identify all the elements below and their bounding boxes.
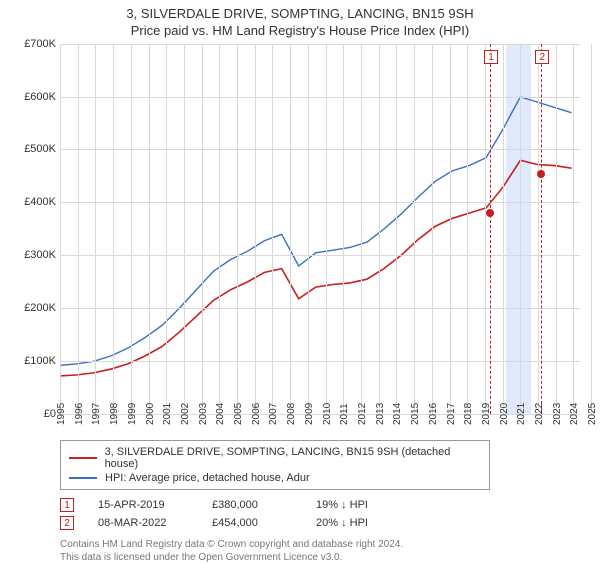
y-axis-tick: £600K: [10, 91, 56, 103]
title-subtitle: Price paid vs. HM Land Registry's House …: [10, 23, 590, 40]
transaction-point: [486, 209, 494, 217]
x-axis-tick: 2019: [481, 403, 492, 425]
table-row: 1 15-APR-2019 £380,000 19% ↓ HPI: [60, 496, 590, 514]
x-axis-tick: 2013: [375, 403, 386, 425]
legend-item-hpi: HPI: Average price, detached house, Adur: [69, 471, 481, 485]
tx-price: £380,000: [212, 499, 292, 511]
x-axis-tick: 2002: [180, 403, 191, 425]
title-address: 3, SILVERDALE DRIVE, SOMPTING, LANCING, …: [10, 6, 590, 23]
y-axis-tick: £0: [10, 408, 56, 420]
tx-date: 08-MAR-2022: [98, 517, 188, 529]
x-axis-tick: 2012: [357, 403, 368, 425]
legend-label: HPI: Average price, detached house, Adur: [105, 472, 310, 484]
legend-label: 3, SILVERDALE DRIVE, SOMPTING, LANCING, …: [105, 446, 481, 470]
x-axis-tick: 1997: [91, 403, 102, 425]
x-axis-tick: 2007: [268, 403, 279, 425]
y-axis-tick: £500K: [10, 143, 56, 155]
x-axis-tick: 2015: [410, 403, 421, 425]
series-hpi: [60, 97, 571, 366]
x-axis-tick: 2016: [428, 403, 439, 425]
tx-price: £454,000: [212, 517, 292, 529]
x-axis-tick: 2011: [339, 403, 350, 425]
x-axis-tick: 2025: [587, 403, 598, 425]
chart: 12 £0£100K£200K£300K£400K£500K£600K£700K…: [10, 44, 590, 434]
x-axis-tick: 2001: [162, 403, 173, 425]
x-axis-tick: 2024: [569, 403, 580, 425]
table-row: 2 08-MAR-2022 £454,000 20% ↓ HPI: [60, 514, 590, 532]
legend: 3, SILVERDALE DRIVE, SOMPTING, LANCING, …: [60, 440, 490, 490]
x-axis-tick: 2000: [145, 403, 156, 425]
x-axis-tick: 2003: [198, 403, 209, 425]
legend-item-price-paid: 3, SILVERDALE DRIVE, SOMPTING, LANCING, …: [69, 445, 481, 471]
x-axis-tick: 2023: [552, 403, 563, 425]
x-axis-tick: 2014: [392, 403, 403, 425]
legend-swatch: [69, 457, 97, 459]
x-axis-tick: 2018: [463, 403, 474, 425]
x-axis-tick: 1995: [56, 403, 67, 425]
tx-delta: 19% ↓ HPI: [316, 499, 406, 511]
vertical-marker: 1: [490, 44, 491, 414]
x-axis-tick: 2022: [534, 403, 545, 425]
x-axis-tick: 2005: [233, 403, 244, 425]
marker-label-box: 1: [484, 50, 498, 64]
series-price_paid: [60, 160, 571, 376]
y-axis-tick: £700K: [10, 38, 56, 50]
footer-licence: This data is licensed under the Open Gov…: [60, 551, 590, 564]
transaction-point: [537, 170, 545, 178]
y-axis-tick: £300K: [10, 249, 56, 261]
x-axis-tick: 2006: [251, 403, 262, 425]
x-axis-tick: 1996: [74, 403, 85, 425]
y-axis-tick: £400K: [10, 196, 56, 208]
x-axis-tick: 1998: [109, 403, 120, 425]
x-axis-tick: 2010: [322, 403, 333, 425]
marker-label-box: 2: [535, 50, 549, 64]
y-axis-tick: £100K: [10, 355, 56, 367]
x-axis-tick: 2020: [499, 403, 510, 425]
x-axis-tick: 1999: [127, 403, 138, 425]
x-axis-tick: 2021: [516, 403, 527, 425]
x-axis-tick: 2008: [286, 403, 297, 425]
x-axis-tick: 2004: [215, 403, 226, 425]
tx-delta: 20% ↓ HPI: [316, 517, 406, 529]
tx-marker-box: 2: [60, 516, 74, 530]
footer-copyright: Contains HM Land Registry data © Crown c…: [60, 538, 590, 551]
tx-marker-box: 1: [60, 498, 74, 512]
tx-date: 15-APR-2019: [98, 499, 188, 511]
chart-title: 3, SILVERDALE DRIVE, SOMPTING, LANCING, …: [10, 6, 590, 40]
transaction-table: 1 15-APR-2019 £380,000 19% ↓ HPI 2 08-MA…: [60, 496, 590, 532]
chart-plot-area: 12: [60, 44, 580, 414]
legend-swatch: [69, 477, 97, 479]
x-axis-tick: 2017: [446, 403, 457, 425]
x-axis-tick: 2009: [304, 403, 315, 425]
vertical-marker: 2: [541, 44, 542, 414]
y-axis-tick: £200K: [10, 302, 56, 314]
